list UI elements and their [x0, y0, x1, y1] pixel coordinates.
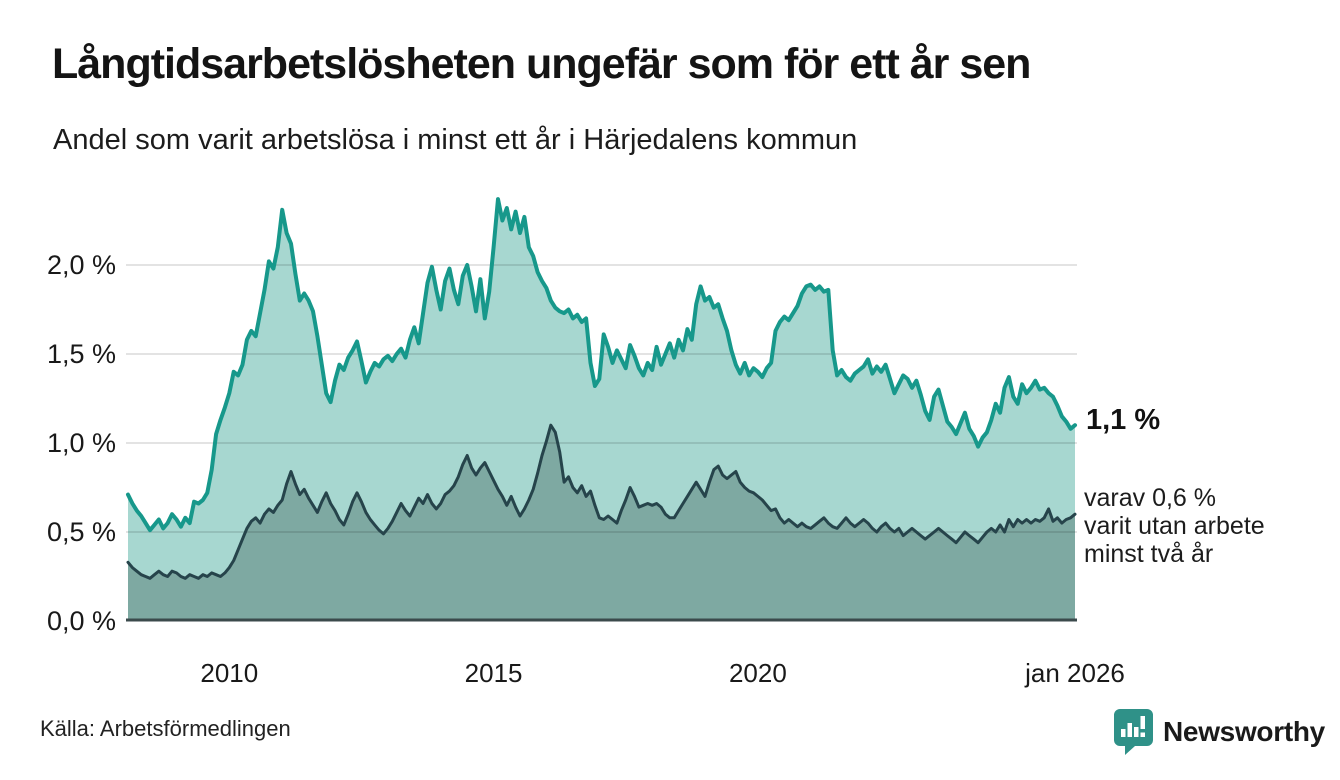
latest-value-label: 1,1 %: [1086, 404, 1161, 436]
y-axis-label-20: 2,0 %: [46, 250, 116, 280]
brand-logo: Newsworthy: [1113, 708, 1325, 756]
source-credit: Källa: Arbetsförmedlingen: [40, 716, 291, 741]
secondary-annotation: varav 0,6 % varit utan arbete minst två …: [1084, 484, 1265, 568]
newsworthy-icon: [1114, 709, 1153, 755]
secondary-annotation-line3: minst två år: [1084, 540, 1214, 568]
y-axis-label-05: 0,5 %: [46, 517, 116, 547]
page-title: Långtidsarbetslösheten ungefär som för e…: [52, 40, 1031, 88]
secondary-annotation-line1: varav 0,6 %: [1084, 484, 1217, 512]
series-min-1yr-line: [126, 197, 1077, 533]
brand-name: Newsworthy: [1163, 716, 1325, 747]
secondary-annotation-line2: varit utan arbete: [1084, 512, 1265, 540]
y-axis-label-10: 1,0 %: [46, 428, 116, 458]
x-axis-label-2020: 2020: [728, 658, 787, 688]
x-axis-label-jan2026: jan 2026: [1025, 658, 1125, 688]
x-axis-label-2015: 2015: [464, 658, 523, 688]
y-axis-label-00: 0,0 %: [46, 606, 116, 636]
page-subtitle: Andel som varit arbetslösa i minst ett å…: [53, 124, 858, 156]
series-min-2yr-area: [128, 425, 1075, 621]
series-min-2yr-line: [126, 423, 1077, 580]
x-axis-label-2010: 2010: [200, 658, 259, 688]
y-axis-label-15: 1,5 %: [46, 339, 116, 369]
